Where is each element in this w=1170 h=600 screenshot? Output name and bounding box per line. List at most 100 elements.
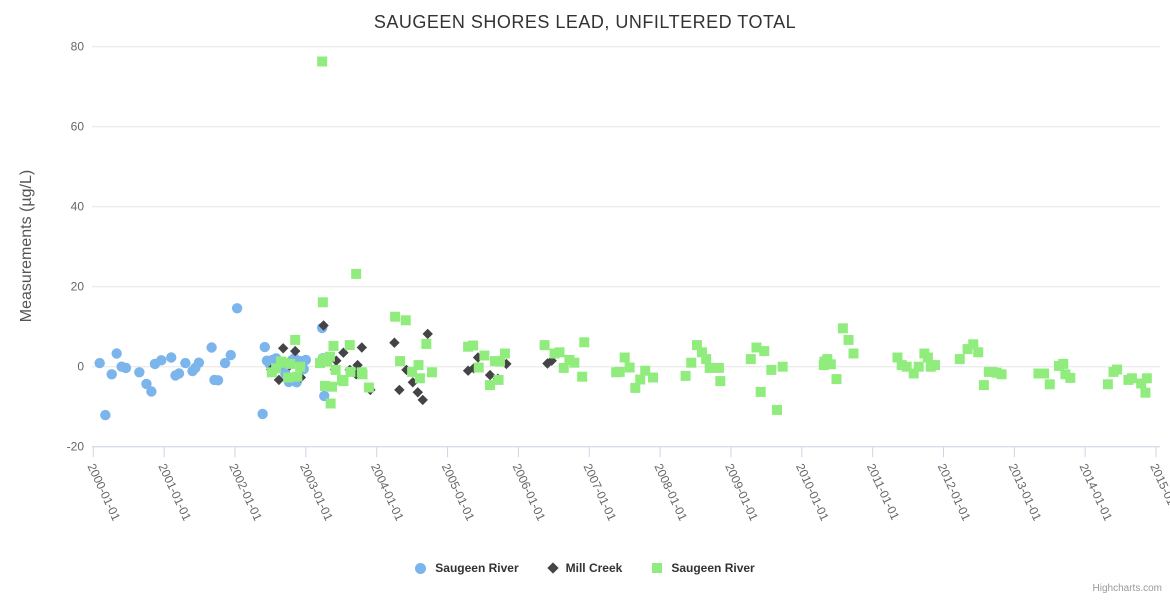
data-point-circle[interactable] <box>259 341 270 353</box>
data-point-square[interactable] <box>614 366 625 377</box>
data-point-square[interactable] <box>848 348 859 359</box>
data-point-diamond[interactable] <box>318 320 329 331</box>
data-point-square[interactable] <box>485 380 496 391</box>
data-point-circle[interactable] <box>180 357 191 369</box>
data-point-square[interactable] <box>922 352 933 363</box>
data-point-square[interactable] <box>630 382 641 393</box>
data-point-circle[interactable] <box>212 375 224 386</box>
data-point-square[interactable] <box>317 56 328 67</box>
data-point-diamond[interactable] <box>389 337 400 348</box>
data-point-circle[interactable] <box>319 390 330 402</box>
data-point-square[interactable] <box>330 364 341 375</box>
data-point-square[interactable] <box>319 380 330 391</box>
data-point-square[interactable] <box>407 366 418 377</box>
data-point-square[interactable] <box>421 338 432 349</box>
data-point-diamond[interactable] <box>394 384 405 396</box>
data-point-square[interactable] <box>913 361 924 372</box>
data-point-square[interactable] <box>344 340 355 351</box>
data-point-square[interactable] <box>648 372 659 383</box>
legend-item-saugeen-river-green[interactable]: Saugeen River <box>652 561 755 575</box>
data-point-square[interactable] <box>400 315 411 326</box>
data-point-circle[interactable] <box>100 409 111 421</box>
data-point-square[interactable] <box>579 337 590 348</box>
data-point-square[interactable] <box>978 380 989 391</box>
data-point-square[interactable] <box>908 368 919 379</box>
data-point-square[interactable] <box>1141 373 1152 384</box>
data-point-circle[interactable] <box>231 303 243 314</box>
data-point-square[interactable] <box>777 361 788 372</box>
data-point-circle[interactable] <box>120 362 132 374</box>
data-point-square[interactable] <box>1136 378 1147 389</box>
data-point-square[interactable] <box>822 354 833 365</box>
data-point-square[interactable] <box>715 376 726 387</box>
data-point-square[interactable] <box>825 359 836 370</box>
data-point-square[interactable] <box>479 350 490 361</box>
data-point-square[interactable] <box>635 374 646 385</box>
data-point-square[interactable] <box>696 347 707 358</box>
data-point-square[interactable] <box>640 365 651 376</box>
data-point-square[interactable] <box>713 362 724 373</box>
data-point-square[interactable] <box>1039 368 1050 379</box>
legend-item-saugeen-river-blue[interactable]: Saugeen River <box>415 561 519 575</box>
data-point-square[interactable] <box>751 342 762 353</box>
data-point-diamond[interactable] <box>277 343 289 354</box>
data-point-square[interactable] <box>1065 372 1076 383</box>
data-point-square[interactable] <box>569 357 580 368</box>
data-point-diamond[interactable] <box>484 369 496 381</box>
data-point-square[interactable] <box>766 364 777 375</box>
data-point-square[interactable] <box>317 297 328 308</box>
data-point-square[interactable] <box>494 356 505 367</box>
data-point-circle[interactable] <box>206 342 217 353</box>
data-point-circle[interactable] <box>141 378 152 390</box>
data-point-square[interactable] <box>558 362 569 373</box>
data-point-square[interactable] <box>686 357 697 368</box>
data-point-square[interactable] <box>295 361 306 372</box>
data-point-square[interactable] <box>1102 379 1113 390</box>
data-point-square[interactable] <box>691 340 702 351</box>
data-point-square[interactable] <box>745 354 756 365</box>
data-point-square[interactable] <box>624 362 635 373</box>
data-point-circle[interactable] <box>193 357 205 368</box>
data-point-square[interactable] <box>283 372 294 383</box>
data-point-diamond[interactable] <box>417 394 428 406</box>
data-point-square[interactable] <box>929 360 940 371</box>
data-point-square[interactable] <box>843 334 854 345</box>
data-point-circle[interactable] <box>146 386 157 397</box>
data-point-square[interactable] <box>426 367 437 378</box>
data-point-square[interactable] <box>755 386 766 397</box>
data-point-diamond[interactable] <box>356 342 368 353</box>
data-point-square[interactable] <box>390 311 401 322</box>
data-point-square[interactable] <box>1112 364 1123 375</box>
data-point-square[interactable] <box>413 360 424 371</box>
data-point-circle[interactable] <box>106 369 117 380</box>
data-point-diamond[interactable] <box>412 387 423 398</box>
data-point-square[interactable] <box>327 381 338 392</box>
data-point-square[interactable] <box>831 374 842 385</box>
data-point-square[interactable] <box>772 404 783 415</box>
data-point-circle[interactable] <box>173 368 185 379</box>
data-point-circle[interactable] <box>257 408 268 420</box>
data-point-square[interactable] <box>414 373 425 384</box>
legend-item-mill-creek[interactable]: Mill Creek <box>546 561 622 575</box>
data-point-square[interactable] <box>704 362 715 373</box>
data-point-square[interactable] <box>954 354 965 365</box>
data-point-square[interactable] <box>278 357 289 368</box>
highcharts-credits-link[interactable]: Highcharts.com <box>1092 583 1162 594</box>
data-point-square[interactable] <box>1140 387 1151 398</box>
data-point-square[interactable] <box>1044 379 1055 390</box>
data-point-diamond[interactable] <box>273 374 285 386</box>
data-point-square[interactable] <box>468 340 479 351</box>
data-point-square[interactable] <box>338 376 349 387</box>
data-point-square[interactable] <box>351 268 362 279</box>
data-point-square[interactable] <box>328 340 339 351</box>
data-point-circle[interactable] <box>111 348 122 359</box>
data-point-square[interactable] <box>499 348 510 359</box>
data-point-diamond[interactable] <box>422 328 433 340</box>
data-point-square[interactable] <box>1033 368 1044 379</box>
data-point-square[interactable] <box>363 382 374 393</box>
data-point-square[interactable] <box>577 371 588 382</box>
data-point-square[interactable] <box>962 344 973 355</box>
data-point-square[interactable] <box>1126 373 1137 384</box>
data-point-square[interactable] <box>680 370 691 381</box>
data-point-square[interactable] <box>285 358 296 369</box>
